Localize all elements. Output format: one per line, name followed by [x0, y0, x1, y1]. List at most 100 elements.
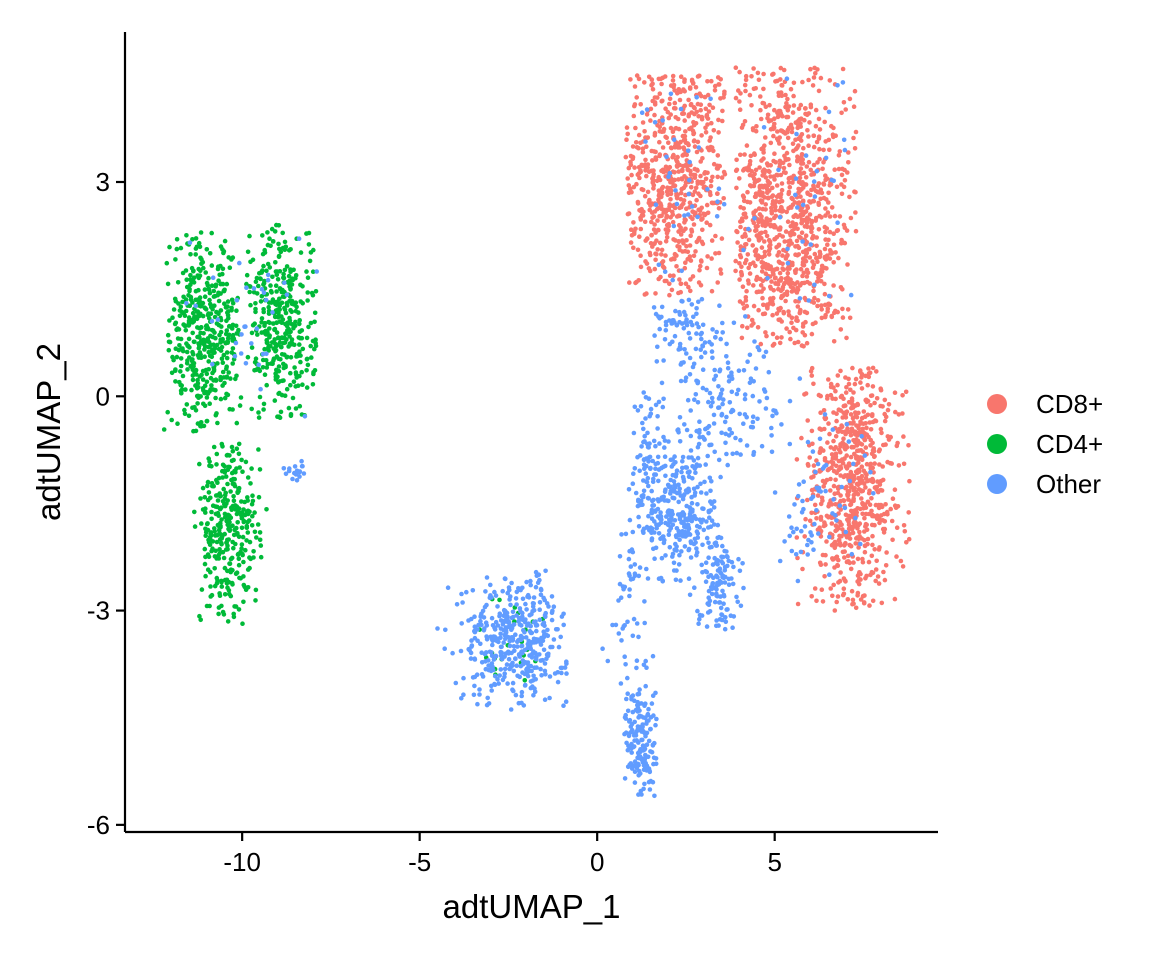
data-point: [753, 228, 758, 233]
data-point: [652, 95, 658, 100]
data-point: [856, 571, 862, 577]
data-point: [791, 148, 796, 154]
data-point: [690, 274, 696, 279]
data-point: [784, 209, 789, 215]
data-point: [297, 474, 302, 479]
data-point: [707, 339, 712, 345]
data-point: [798, 102, 804, 108]
data-point: [276, 335, 281, 341]
data-point: [650, 158, 655, 163]
data-point: [890, 537, 895, 543]
data-point: [513, 656, 518, 662]
data-point: [679, 469, 684, 475]
data-point: [705, 92, 711, 98]
data-point: [493, 593, 499, 598]
data-point: [200, 485, 206, 491]
data-point: [511, 668, 517, 674]
data-point: [310, 338, 316, 344]
data-point: [843, 403, 848, 408]
data-point: [275, 277, 281, 282]
data-point: [700, 343, 706, 349]
data-point: [227, 591, 232, 597]
data-point: [264, 382, 270, 388]
data-point: [773, 207, 778, 213]
data-point: [793, 176, 799, 181]
data-point: [197, 341, 203, 347]
data-point: [265, 230, 270, 235]
data-point: [688, 233, 693, 239]
data-point: [665, 482, 671, 488]
data-point: [870, 542, 875, 548]
data-point: [907, 478, 912, 484]
data-point: [664, 230, 670, 236]
data-point: [900, 393, 905, 398]
data-point: [204, 379, 210, 385]
data-point: [277, 340, 283, 345]
data-point: [763, 406, 769, 411]
data-point: [650, 653, 656, 659]
data-point: [226, 255, 231, 260]
data-point: [874, 396, 880, 401]
data-point: [847, 194, 852, 200]
data-point: [653, 722, 658, 728]
data-point: [817, 127, 823, 132]
data-point: [874, 369, 879, 374]
data-point: [686, 526, 692, 532]
data-point: [227, 265, 233, 271]
data-point: [894, 443, 900, 449]
data-point: [300, 463, 305, 469]
data-point: [213, 533, 218, 538]
data-point: [836, 153, 842, 158]
data-point: [901, 461, 907, 467]
data-point: [696, 145, 702, 150]
data-point: [865, 499, 871, 505]
data-point: [639, 206, 644, 212]
data-point: [657, 153, 662, 159]
data-point: [698, 173, 703, 179]
data-point: [707, 390, 713, 396]
data-point: [533, 584, 539, 590]
data-point: [837, 578, 843, 584]
data-point: [827, 248, 833, 253]
data-point: [655, 218, 660, 223]
data-point: [563, 699, 569, 704]
data-point: [222, 238, 228, 244]
data-point: [450, 650, 455, 656]
data-point: [227, 514, 232, 519]
data-point: [791, 231, 797, 237]
data-point: [213, 493, 219, 498]
data-point: [734, 228, 739, 234]
data-point: [651, 171, 656, 177]
data-point: [206, 275, 211, 281]
data-point: [297, 321, 302, 327]
data-point: [247, 555, 252, 560]
data-point: [205, 552, 211, 557]
data-point: [523, 682, 528, 688]
data-point: [791, 214, 797, 220]
data-point: [762, 239, 767, 244]
data-point: [742, 260, 748, 266]
data-point: [550, 608, 555, 614]
data-point: [290, 395, 296, 401]
data-point: [214, 411, 219, 416]
data-point: [714, 587, 719, 592]
data-point: [691, 130, 697, 136]
data-point: [691, 314, 696, 320]
data-point: [640, 146, 646, 151]
data-point: [700, 517, 706, 523]
data-point: [641, 786, 646, 792]
data-point: [721, 196, 726, 201]
data-point: [294, 374, 300, 380]
data-point: [778, 172, 784, 178]
data-point: [640, 494, 646, 500]
data-point: [860, 559, 866, 565]
data-point: [709, 518, 715, 523]
data-point: [705, 122, 710, 127]
data-point: [693, 249, 698, 254]
data-point: [642, 781, 647, 787]
data-point: [636, 768, 642, 774]
data-point: [849, 398, 855, 404]
data-point: [656, 174, 661, 180]
data-point: [791, 529, 796, 535]
data-point: [845, 553, 851, 559]
